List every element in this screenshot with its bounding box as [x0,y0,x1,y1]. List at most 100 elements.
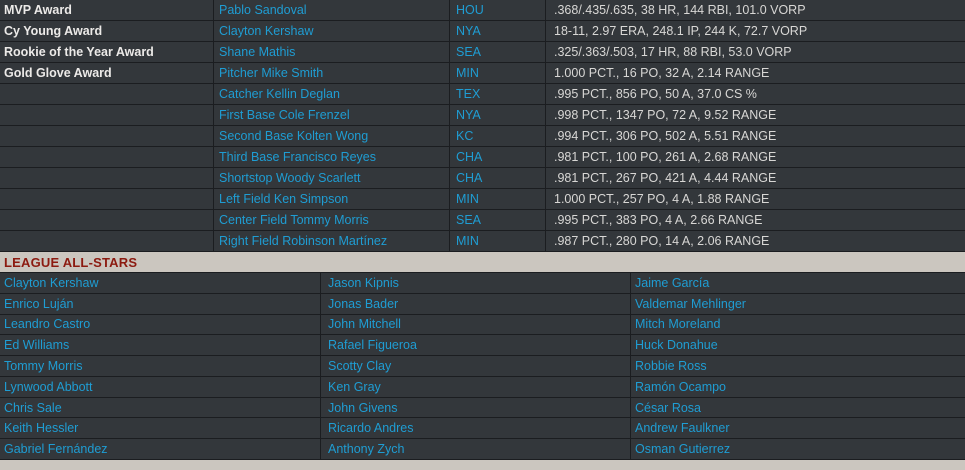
award-stats: .994 PCT., 306 PO, 502 A, 5.51 RANGE [545,126,965,146]
award-stats: 18-11, 2.97 ERA, 248.1 IP, 244 K, 72.7 V… [545,21,965,41]
award-row: Left Field Ken Simpson MIN 1.000 PCT., 2… [0,189,965,210]
award-team-link[interactable]: MIN [449,63,545,83]
bottom-bar [0,460,965,470]
all-star-player-link[interactable]: Keith Hessler [4,421,79,436]
all-star-row: Tommy Morris Scotty Clay Robbie Ross [0,356,965,377]
all-star-player-link[interactable]: Clayton Kershaw [4,275,99,290]
award-name [0,210,213,230]
award-row: Rookie of the Year Award Shane Mathis SE… [0,42,965,63]
league-all-stars-title: LEAGUE ALL-STARS [4,254,138,270]
award-row: MVP Award Pablo Sandoval HOU .368/.435/.… [0,0,965,21]
award-name [0,84,213,104]
all-star-player-link[interactable]: Andrew Faulkner [630,418,965,439]
all-star-player-link[interactable]: Lynwood Abbott [4,379,93,394]
all-star-player-link[interactable]: Enrico Luján [4,296,74,311]
award-name [0,105,213,125]
award-team-link[interactable]: MIN [449,189,545,209]
all-star-player-link[interactable]: Rafael Figueroa [320,335,630,356]
award-stats: 1.000 PCT., 257 PO, 4 A, 1.88 RANGE [545,189,965,209]
all-star-player-link[interactable]: Jaime García [630,273,965,293]
award-stats: .981 PCT., 100 PO, 261 A, 2.68 RANGE [545,147,965,167]
all-star-player-link[interactable]: César Rosa [630,397,965,418]
award-player-link[interactable]: Right Field Robinson Martínez [213,231,449,251]
award-name: Cy Young Award [4,24,103,38]
all-star-row: Keith Hessler Ricardo Andres Andrew Faul… [0,418,965,440]
award-team-link[interactable]: TEX [449,84,545,104]
all-star-row: Gabriel Fernández Anthony Zych Osman Gut… [0,439,965,461]
all-star-player-link[interactable]: Valdemar Mehlinger [630,293,965,314]
all-star-player-link[interactable]: Robbie Ross [630,356,965,376]
award-row: Shortstop Woody Scarlett CHA .981 PCT., … [0,168,965,189]
all-star-row: Leandro Castro John Mitchell Mitch Morel… [0,314,965,336]
award-name [0,189,213,209]
all-star-player-link[interactable]: Gabriel Fernández [4,442,108,457]
all-star-row: Lynwood Abbott Ken Gray Ramón Ocampo [0,376,965,398]
award-stats: 1.000 PCT., 16 PO, 32 A, 2.14 RANGE [545,63,965,83]
all-stars-table: Clayton Kershaw Jason Kipnis Jaime Garcí… [0,273,965,461]
award-player-link[interactable]: Catcher Kellin Deglan [213,84,449,104]
all-star-player-link[interactable]: Chris Sale [4,400,62,415]
award-player-link[interactable]: Shane Mathis [213,42,449,62]
award-team-link[interactable]: SEA [449,42,545,62]
award-row: Cy Young Award Clayton Kershaw NYA 18-11… [0,21,965,42]
award-row: Gold Glove Award Pitcher Mike Smith MIN … [0,63,965,84]
award-row: Right Field Robinson Martínez MIN .987 P… [0,231,965,252]
award-team-link[interactable]: CHA [449,168,545,188]
all-star-player-link[interactable]: Jonas Bader [320,293,630,314]
all-star-row: Enrico Luján Jonas Bader Valdemar Mehlin… [0,293,965,315]
all-star-player-link[interactable]: Ed Williams [4,338,70,353]
all-star-player-link[interactable]: Anthony Zych [320,439,630,460]
award-team-link[interactable]: NYA [449,21,545,41]
award-row: Third Base Francisco Reyes CHA .981 PCT.… [0,147,965,168]
award-stats: .368/.435/.635, 38 HR, 144 RBI, 101.0 VO… [545,0,965,20]
award-player-link[interactable]: Center Field Tommy Morris [213,210,449,230]
all-star-player-link[interactable]: Ken Gray [320,376,630,397]
all-star-player-link[interactable]: Ricardo Andres [320,418,630,439]
award-player-link[interactable]: Shortstop Woody Scarlett [213,168,449,188]
awards-table: MVP Award Pablo Sandoval HOU .368/.435/.… [0,0,965,252]
award-name [0,168,213,188]
award-team-link[interactable]: NYA [449,105,545,125]
all-star-player-link[interactable]: Osman Gutierrez [630,439,965,460]
award-team-link[interactable]: SEA [449,210,545,230]
award-name [0,126,213,146]
award-row: First Base Cole Frenzel NYA .998 PCT., 1… [0,105,965,126]
award-team-link[interactable]: HOU [449,0,545,20]
award-name [0,147,213,167]
all-star-row: Clayton Kershaw Jason Kipnis Jaime Garcí… [0,273,965,294]
all-star-player-link[interactable]: Jason Kipnis [320,273,630,293]
award-name: Rookie of the Year Award [4,45,154,59]
all-star-player-link[interactable]: Scotty Clay [320,356,630,376]
award-player-link[interactable]: Third Base Francisco Reyes [213,147,449,167]
all-star-player-link[interactable]: John Givens [320,397,630,418]
all-star-row: Chris Sale John Givens César Rosa [0,397,965,419]
award-team-link[interactable]: MIN [449,231,545,251]
award-stats: .987 PCT., 280 PO, 14 A, 2.06 RANGE [545,231,965,251]
all-star-player-link[interactable]: John Mitchell [320,314,630,335]
award-player-link[interactable]: Left Field Ken Simpson [213,189,449,209]
award-team-link[interactable]: CHA [449,147,545,167]
award-stats: .998 PCT., 1347 PO, 72 A, 9.52 RANGE [545,105,965,125]
league-all-stars-header: LEAGUE ALL-STARS [0,252,965,273]
award-player-link[interactable]: First Base Cole Frenzel [213,105,449,125]
all-star-player-link[interactable]: Tommy Morris [4,359,83,374]
award-stats: .981 PCT., 267 PO, 421 A, 4.44 RANGE [545,168,965,188]
award-player-link[interactable]: Pablo Sandoval [213,0,449,20]
award-player-link[interactable]: Clayton Kershaw [213,21,449,41]
all-star-player-link[interactable]: Mitch Moreland [630,314,965,335]
award-player-link[interactable]: Pitcher Mike Smith [213,63,449,83]
award-row: Catcher Kellin Deglan TEX .995 PCT., 856… [0,84,965,105]
award-name: MVP Award [4,3,72,17]
award-stats: .995 PCT., 856 PO, 50 A, 37.0 CS % [545,84,965,104]
award-name [0,231,213,251]
award-name: Gold Glove Award [4,66,112,80]
award-team-link[interactable]: KC [449,126,545,146]
all-star-player-link[interactable]: Ramón Ocampo [630,376,965,397]
all-star-player-link[interactable]: Leandro Castro [4,317,91,332]
award-row: Second Base Kolten Wong KC .994 PCT., 30… [0,126,965,147]
award-stats: .325/.363/.503, 17 HR, 88 RBI, 53.0 VORP [545,42,965,62]
award-stats: .995 PCT., 383 PO, 4 A, 2.66 RANGE [545,210,965,230]
all-star-player-link[interactable]: Huck Donahue [630,335,965,356]
award-player-link[interactable]: Second Base Kolten Wong [213,126,449,146]
